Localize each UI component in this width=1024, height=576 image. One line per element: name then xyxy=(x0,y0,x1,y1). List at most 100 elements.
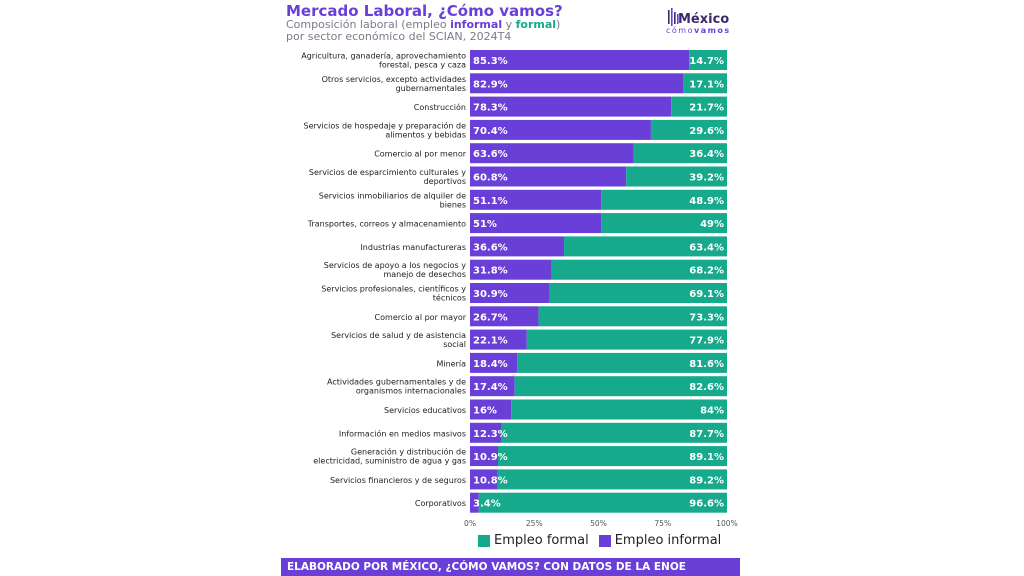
bar-informal xyxy=(470,259,552,280)
category-label: Actividades gubernamentales y de xyxy=(327,378,466,387)
category-label: alimentos y bebidas xyxy=(385,130,466,139)
legend-informal-label: Empleo informal xyxy=(614,533,722,548)
x-tick-label: 0% xyxy=(464,519,476,528)
legend-formal-swatch xyxy=(478,534,490,547)
logo-word: México xyxy=(678,12,730,27)
data-label-formal: 89.2% xyxy=(689,475,724,486)
bar-informal xyxy=(470,399,512,420)
bar-informal xyxy=(470,143,634,164)
category-label: Servicios de esparcimiento culturales y xyxy=(309,168,466,177)
data-label-formal: 49% xyxy=(700,219,724,230)
bar-formal xyxy=(549,283,727,303)
data-label-formal: 63.4% xyxy=(689,242,724,253)
bar-formal xyxy=(497,469,727,490)
legend-informal-swatch xyxy=(598,534,611,547)
subtitle-informal: informal xyxy=(450,18,503,31)
data-label-informal: 85.3% xyxy=(473,56,508,67)
x-tick-label: 100% xyxy=(716,519,737,528)
data-label-formal: 84% xyxy=(700,406,724,417)
data-label-informal: 10.8% xyxy=(473,475,508,486)
bar-informal xyxy=(470,213,602,234)
category-label: Minería xyxy=(436,359,466,368)
bar-informal xyxy=(470,166,627,187)
bar-informal xyxy=(470,376,515,397)
mexico-como-vamos-logo-icon xyxy=(668,8,679,26)
category-label: técnicos xyxy=(433,293,466,303)
bar-formal xyxy=(671,96,727,117)
bar-informal xyxy=(470,492,479,513)
bar-formal xyxy=(689,50,727,70)
category-label: forestal, pesca y caza xyxy=(379,61,466,70)
subtitle-mid: y xyxy=(502,18,516,31)
bar-formal xyxy=(538,306,727,327)
bar-formal xyxy=(626,166,727,187)
data-label-formal: 87.7% xyxy=(689,429,724,440)
data-label-informal: 26.7% xyxy=(473,312,508,323)
bar-informal xyxy=(470,236,565,257)
bar-formal xyxy=(478,492,727,513)
data-label-formal: 96.6% xyxy=(689,499,724,510)
data-label-informal: 82.9% xyxy=(473,79,508,90)
data-label-informal: 17.4% xyxy=(473,382,508,393)
data-label-formal: 89.1% xyxy=(689,452,724,463)
category-label: Agricultura, ganadería, aprovechamiento xyxy=(301,52,466,61)
bar-informal xyxy=(470,329,527,350)
x-tick-label: 75% xyxy=(654,519,671,528)
bar-formal xyxy=(517,352,727,373)
bar-formal xyxy=(498,446,727,467)
data-label-formal: 69.1% xyxy=(689,289,724,300)
data-label-formal: 77.9% xyxy=(689,336,724,347)
bar-formal xyxy=(601,213,727,234)
bar-formal xyxy=(514,376,727,397)
category-label: Generación y distribución de xyxy=(351,447,466,457)
data-label-informal: 78.3% xyxy=(473,103,508,114)
data-label-informal: 10.9% xyxy=(473,452,508,463)
category-label: deportivos xyxy=(424,177,466,186)
category-label: Servicios educativos xyxy=(384,406,466,415)
legend: Empleo formal Empleo informal xyxy=(478,533,721,548)
x-tick-label: 50% xyxy=(590,519,607,528)
data-label-informal: 70.4% xyxy=(473,126,508,137)
category-label: gubernamentales xyxy=(396,84,466,93)
category-label: Información en medios masivos xyxy=(339,428,466,438)
category-label: electricidad, suministro de agua y gas xyxy=(313,457,466,466)
category-label: Servicios de hospedaje y preparación de xyxy=(303,120,466,130)
bar-informal xyxy=(470,446,499,467)
bar-formal xyxy=(601,189,727,210)
logo-sub-pre: cómo xyxy=(666,26,694,35)
category-label: Servicios financieros y de seguros xyxy=(330,476,466,485)
bar-formal xyxy=(501,422,727,443)
legend-formal-label: Empleo formal xyxy=(494,533,589,548)
data-label-informal: 30.9% xyxy=(473,289,508,300)
data-label-formal: 21.7% xyxy=(689,103,724,114)
data-label-formal: 68.2% xyxy=(689,266,724,277)
category-label: Servicios de salud y de asistencia xyxy=(331,331,466,340)
category-label: Otros servicios, excepto actividades xyxy=(322,75,466,84)
logo-sub-bold: vamos xyxy=(693,26,731,35)
data-label-formal: 17.1% xyxy=(689,79,724,90)
bar-formal xyxy=(526,329,727,350)
category-label: Transportes, correos y almacenamiento xyxy=(307,220,466,229)
category-label: Comercio al por mayor xyxy=(375,313,467,322)
bar-informal xyxy=(470,469,498,490)
data-label-informal: 63.6% xyxy=(473,149,508,160)
data-label-informal: 18.4% xyxy=(473,359,508,370)
data-label-informal: 3.4% xyxy=(473,499,501,510)
category-label: Servicios inmobiliarios de alquiler de xyxy=(319,191,466,200)
data-label-informal: 60.8% xyxy=(473,173,508,184)
category-label: Servicios profesionales, científicos y xyxy=(321,285,466,294)
source-footer: ELABORADO POR MÉXICO, ¿CÓMO VAMOS? CON D… xyxy=(281,558,740,576)
logo-subtitle: cómovamos xyxy=(666,26,731,35)
category-label: social xyxy=(443,340,466,349)
bar-informal xyxy=(470,306,539,327)
data-label-formal: 39.2% xyxy=(689,173,724,184)
bar-formal xyxy=(683,73,727,94)
bar-informal xyxy=(470,352,518,373)
category-label: organismos internacionales xyxy=(356,387,466,396)
category-label: manejo de desechos xyxy=(383,270,466,279)
bar-informal xyxy=(470,422,502,443)
bar-informal xyxy=(470,73,684,94)
bar-informal xyxy=(470,96,672,117)
data-label-informal: 51% xyxy=(473,219,497,230)
data-label-formal: 82.6% xyxy=(689,382,724,393)
